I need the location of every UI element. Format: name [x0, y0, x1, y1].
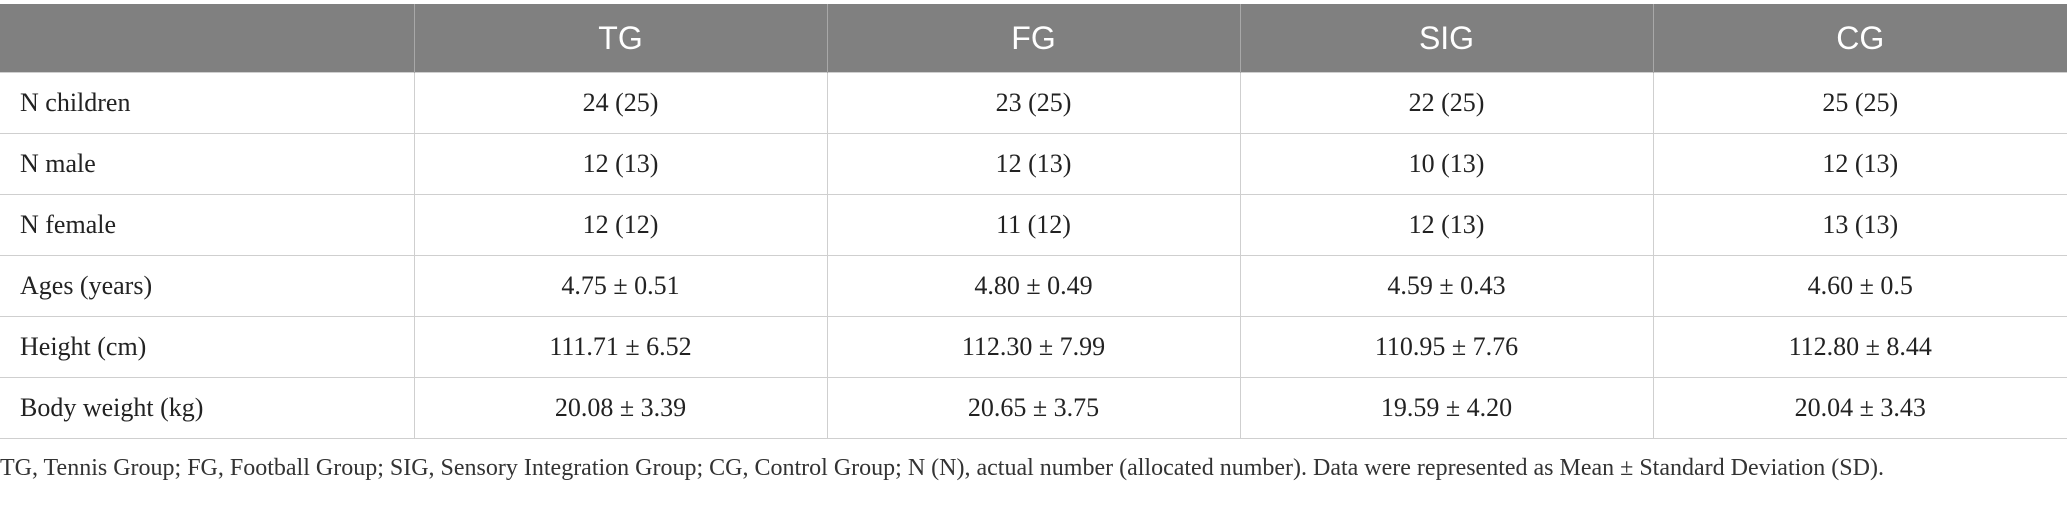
- table-cell: 12 (13): [826, 133, 1241, 195]
- table-cell: 110.95 ± 7.76: [1239, 316, 1654, 378]
- table-row: N female 12 (12) 11 (12) 12 (13) 13 (13): [0, 194, 2067, 256]
- table-cell: 25 (25): [1652, 72, 2067, 134]
- table-cell: 13 (13): [1652, 194, 2067, 256]
- table-cell: 24 (25): [413, 72, 828, 134]
- table-cell: 12 (13): [1239, 194, 1654, 256]
- header-cell: TG: [413, 4, 827, 73]
- header-cell: CG: [1652, 4, 2067, 73]
- table: TG FG SIG CG N children 24 (25) 23 (25) 22 (25…: [0, 4, 2067, 439]
- row-label: N female: [0, 194, 415, 256]
- row-label: Body weight (kg): [0, 377, 415, 439]
- row-label: Ages (years): [0, 255, 415, 317]
- row-label: Height (cm): [0, 316, 415, 378]
- header-cell: [0, 4, 414, 73]
- row-label: N children: [0, 72, 415, 134]
- table-cell: 4.60 ± 0.5: [1652, 255, 2067, 317]
- table-cell: 12 (12): [413, 194, 828, 256]
- table-cell: 12 (13): [413, 133, 828, 195]
- table-cell: 4.75 ± 0.51: [413, 255, 828, 317]
- table-row: N children 24 (25) 23 (25) 22 (25) 25 (25): [0, 72, 2067, 134]
- header-row: TG FG SIG CG: [0, 4, 2067, 73]
- table-cell: 112.30 ± 7.99: [826, 316, 1241, 378]
- header-cell: SIG: [1239, 4, 1653, 73]
- header-cell: FG: [826, 4, 1240, 73]
- table-row: N male 12 (13) 12 (13) 10 (13) 12 (13): [0, 133, 2067, 195]
- row-label: N male: [0, 133, 415, 195]
- table-cell: 4.80 ± 0.49: [826, 255, 1241, 317]
- table-cell: 23 (25): [826, 72, 1241, 134]
- table-cell: 111.71 ± 6.52: [413, 316, 828, 378]
- table-row: Ages (years) 4.75 ± 0.51 4.80 ± 0.49 4.59 ±…: [0, 255, 2067, 317]
- table-row: Body weight (kg) 20.08 ± 3.39 20.65 ± 3.75…: [0, 377, 2067, 439]
- table-body: N children 24 (25) 23 (25) 22 (25) 25 (25) N …: [0, 72, 2067, 439]
- table-cell: 11 (12): [826, 194, 1241, 256]
- table-cell: 4.59 ± 0.43: [1239, 255, 1654, 317]
- table-cell: 20.04 ± 3.43: [1652, 377, 2067, 439]
- table-cell: 10 (13): [1239, 133, 1654, 195]
- table-cell: 112.80 ± 8.44: [1652, 316, 2067, 378]
- table-cell: 20.08 ± 3.39: [413, 377, 828, 439]
- table-cell: 12 (13): [1652, 133, 2067, 195]
- table-cell: 19.59 ± 4.20: [1239, 377, 1654, 439]
- table-row: Height (cm) 111.71 ± 6.52 112.30 ± 7.99 110…: [0, 316, 2067, 378]
- footnote: TG, Tennis Group; FG, Football Group; SI…: [0, 455, 1884, 481]
- table-cell: 22 (25): [1239, 72, 1654, 134]
- table-cell: 20.65 ± 3.75: [826, 377, 1241, 439]
